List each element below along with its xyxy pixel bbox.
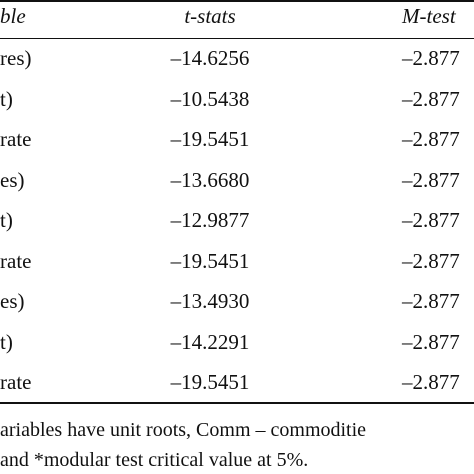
table-cell: rate [0,248,32,273]
table-cell: –19.5451 [170,127,250,151]
header-rule [0,38,474,39]
table-cell: –2.877 [402,248,460,273]
header-cell: t-stats [184,4,236,28]
table-cell: t) [0,208,13,232]
table-cell: –2.877 [402,86,460,111]
table-cell: t) [0,86,13,111]
table-cell: –10.5438 [170,86,250,111]
footnote: and *modular test critical value at 5%. [0,449,309,471]
table-cell: –2.877 [402,289,460,313]
table-cell: –2.877 [402,167,460,192]
table-cell: –14.6256 [170,46,250,70]
table-cell: t) [0,329,13,354]
table-cell: es) [0,289,25,313]
table-cell: –2.877 [402,329,460,354]
footnote: ariables have unit roots, Comm – commodi… [0,419,367,441]
table-cell: rate [0,370,32,394]
table-cell: –14.2291 [170,329,250,354]
table-cell: –2.877 [402,46,460,70]
table-cell: –19.5451 [170,370,250,394]
table-cell: es) [0,167,25,192]
table-cell: –2.877 [402,127,460,151]
table-cell: –13.4930 [170,289,250,313]
top-rule [0,0,474,2]
table-cell: –12.9877 [170,208,250,232]
header-cell: M-test [402,4,456,28]
table-cell: –19.5451 [170,248,250,273]
table-cell: –13.6680 [170,167,250,192]
table-cell: rate [0,127,32,151]
table-cell: –2.877 [402,370,460,394]
table-cell: –2.877 [402,208,460,232]
bottom-rule [0,402,474,404]
table-cell: res) [0,46,32,70]
header-cell: ble [0,4,26,28]
